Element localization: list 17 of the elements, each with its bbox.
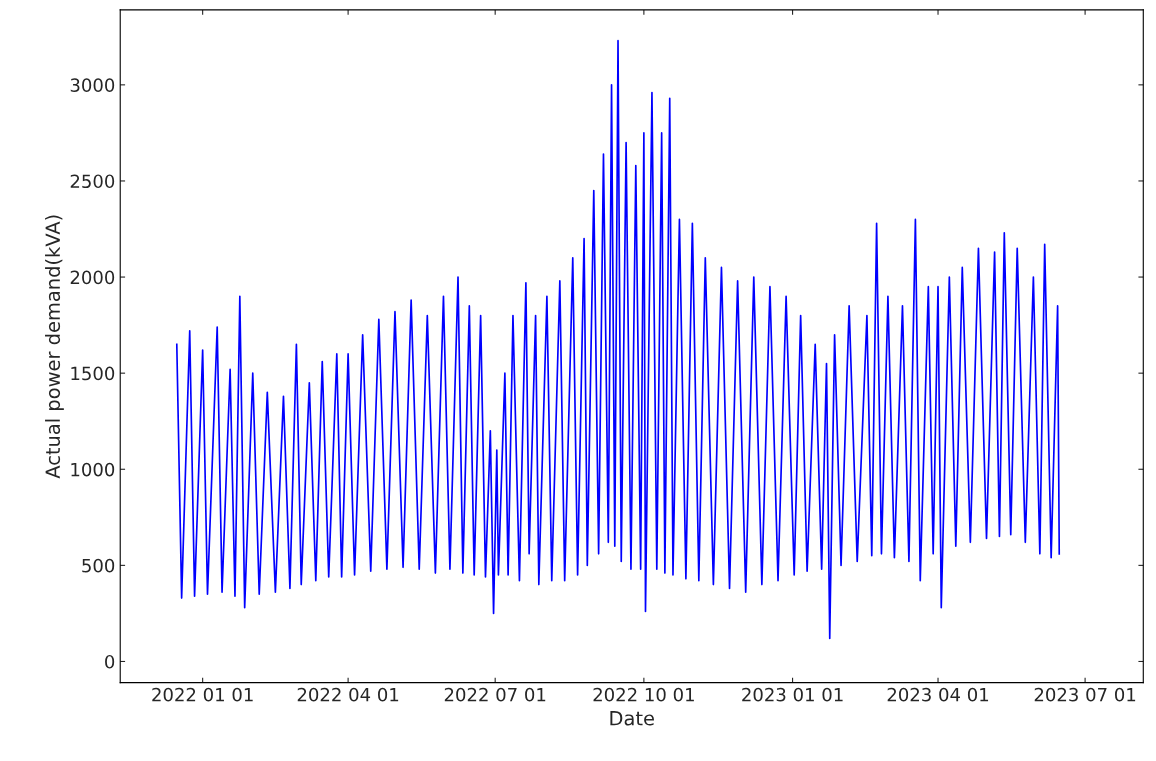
x-axis-title: Date [610,711,654,726]
x-tick-label: 2023 07 01 [1034,687,1136,702]
y-tick-label: 1000 [71,462,115,477]
x-tick-label: 2022 04 01 [297,687,399,702]
y-tick-label: 2000 [70,270,115,285]
x-tick-label: 2022 10 01 [593,687,694,702]
y-tick-label: 2500 [70,174,115,189]
line-series [175,39,1061,640]
y-tick-label: 500 [82,558,115,573]
x-tick-label: 2023 04 01 [887,687,989,702]
y-tick-label: 1500 [71,366,115,381]
x-tick-label: 2023 01 01 [742,687,843,702]
x-tick-label: 2022 01 01 [152,687,253,702]
y-tick-label: 3000 [70,78,115,92]
x-tick-label: 2022 07 01 [444,687,546,702]
y-tick-label: 0 [105,654,115,669]
y-axis-title: Actual power demand(kVA) [45,215,64,479]
